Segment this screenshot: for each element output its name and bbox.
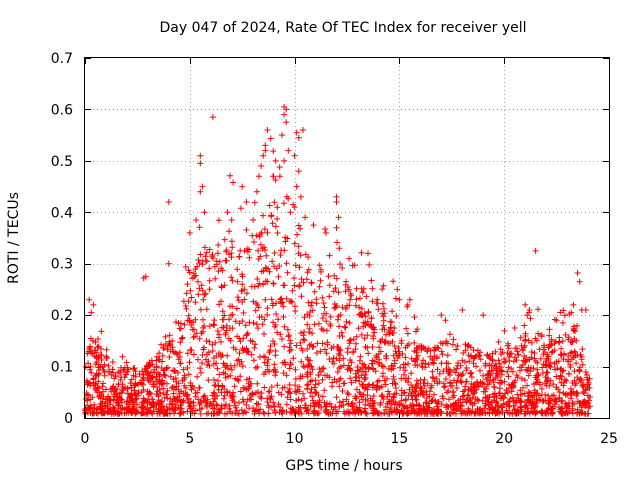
y-tick-labels: 0 0.1 0.2 0.3 0.4 0.5 0.6 0.7 (51, 51, 73, 427)
x-tick-label: 25 (600, 431, 618, 447)
axis-ticks (85, 58, 610, 419)
y-tick-label: 0.7 (51, 51, 73, 67)
chart-title: Day 047 of 2024, Rate Of TEC Index for r… (159, 20, 526, 36)
y-tick-label: 0 (64, 411, 73, 427)
y-tick-label: 0.3 (51, 257, 73, 273)
y-tick-label: 0.4 (51, 205, 73, 221)
y-tick-label: 0.1 (51, 360, 73, 376)
y-tick-label: 0.6 (51, 102, 73, 118)
x-axis-label: GPS time / hours (285, 458, 402, 474)
roti-point-markers (82, 103, 593, 417)
plot-frame (84, 57, 610, 419)
x-tick-label: 0 (81, 431, 90, 447)
x-tick-label: 5 (185, 431, 194, 447)
y-tick-label: 0.2 (51, 308, 73, 324)
x-tick-label: 20 (495, 431, 513, 447)
x-tick-labels: 0 5 10 15 20 25 (81, 431, 618, 447)
y-axis-label: ROTI / TECUs (6, 192, 22, 284)
x-tick-label: 15 (390, 431, 408, 447)
data-points (82, 103, 593, 417)
y-tick-label: 0.5 (51, 154, 73, 170)
grid-lines (85, 58, 609, 418)
x-tick-label: 10 (286, 431, 304, 447)
